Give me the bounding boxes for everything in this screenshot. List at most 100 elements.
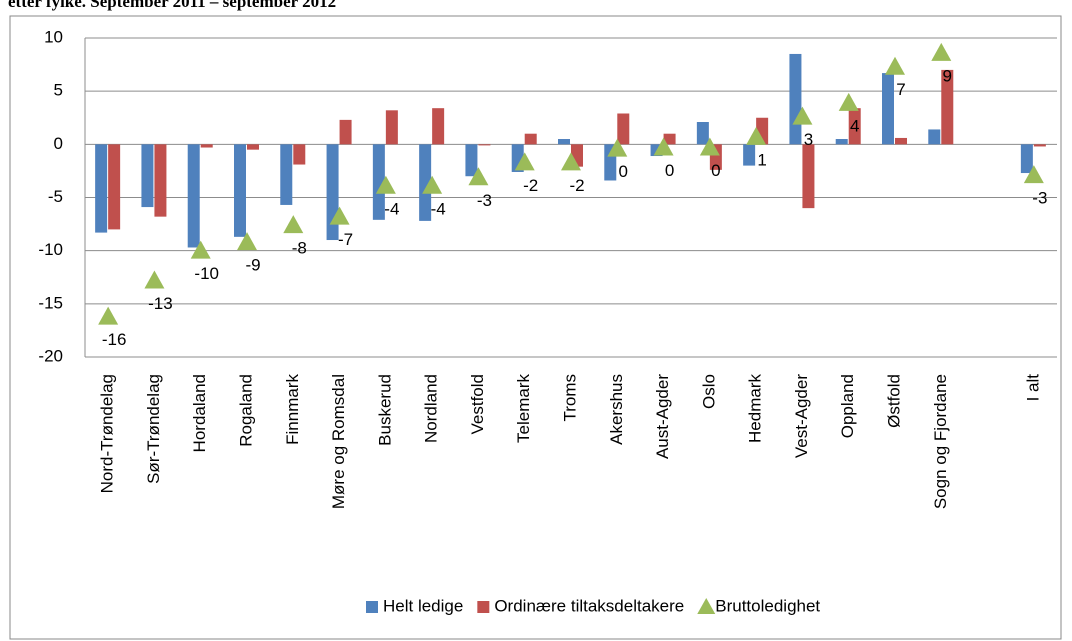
bar [882, 73, 894, 145]
data-label: -9 [245, 256, 260, 275]
data-label: 4 [850, 116, 859, 135]
legend-label: Bruttoledighet [715, 596, 820, 615]
bar [835, 139, 848, 145]
bar [108, 144, 121, 230]
data-label: -2 [523, 176, 538, 195]
bar [478, 144, 491, 146]
bar [465, 144, 478, 177]
data-label: 1 [757, 150, 766, 169]
data-label: 0 [711, 161, 720, 180]
data-label: -3 [1032, 189, 1047, 208]
y-tick-label: -15 [38, 293, 63, 312]
chart-frame [9, 15, 1062, 640]
bar [293, 144, 306, 165]
triangle-marker [1023, 165, 1044, 184]
legend-swatch [697, 598, 716, 614]
y-tick-label: 10 [44, 27, 63, 46]
triangle-marker [653, 137, 674, 156]
x-tick-label: I alt [1023, 374, 1042, 402]
bar [848, 108, 861, 145]
triangle-marker [561, 152, 581, 171]
data-label: -10 [194, 264, 219, 283]
data-label: 9 [943, 66, 952, 85]
bar [95, 144, 108, 233]
legend-label: Ordinære tiltaksdeltakere [494, 596, 684, 615]
legend-swatch [477, 601, 490, 613]
bar [280, 144, 293, 205]
bar [1020, 144, 1033, 174]
y-tick-label: -5 [48, 187, 63, 206]
bar [941, 69, 954, 145]
legend-swatch [366, 601, 378, 613]
triangle-marker [422, 175, 443, 194]
bar [789, 53, 802, 145]
x-tick-label: Telemark [514, 374, 533, 443]
x-tick-label: Hedmark [746, 374, 765, 443]
y-tick-label: 0 [54, 134, 63, 153]
bar [419, 144, 432, 221]
triangle-marker [144, 270, 165, 289]
data-label: 0 [619, 162, 628, 181]
triangle-marker [514, 152, 535, 171]
x-tick-label: Oppland [838, 374, 857, 438]
x-tick-label: Vestfold [468, 374, 487, 435]
bar [339, 119, 352, 145]
x-tick-label: Aust-Agder [653, 374, 672, 459]
bar [617, 113, 630, 145]
chart-title: etter fylke. September 2011 – september … [8, 0, 336, 11]
x-tick-label: Østfold [884, 374, 903, 428]
y-tick-label: 5 [54, 81, 63, 100]
triangle-marker [746, 126, 767, 145]
data-label: 3 [804, 130, 813, 149]
data-label: -2 [569, 176, 584, 195]
triangle-marker [237, 232, 257, 251]
data-label: -3 [477, 191, 492, 210]
bar [558, 139, 570, 145]
data-label: 0 [665, 161, 674, 180]
x-tick-label: Buskerud [375, 374, 394, 446]
data-label: -8 [292, 239, 307, 258]
bar [524, 133, 537, 145]
y-tick-label: -10 [38, 240, 63, 259]
x-tick-label: Sogn og Fjordane [931, 374, 950, 509]
x-tick-label: Sør-Trøndelag [144, 374, 163, 484]
bar [743, 144, 756, 166]
bar [1033, 144, 1046, 147]
triangle-marker [885, 56, 905, 75]
data-label: -16 [102, 330, 127, 349]
data-label: -4 [384, 199, 399, 218]
bar [200, 144, 213, 148]
bar [141, 144, 154, 208]
bar [802, 144, 815, 209]
triangle-marker [283, 215, 304, 234]
x-tick-label: Akershus [607, 374, 626, 445]
triangle-marker [699, 137, 720, 156]
bar [247, 144, 259, 150]
data-label: -7 [338, 230, 353, 249]
bar [663, 133, 676, 145]
bar [154, 144, 167, 217]
triangle-marker [98, 306, 119, 325]
bar [372, 144, 385, 220]
data-label: -13 [148, 294, 173, 313]
bar [696, 122, 709, 145]
triangle-marker [931, 42, 952, 61]
triangle-marker [607, 138, 628, 157]
y-tick-label: -20 [38, 346, 63, 365]
bar [187, 144, 200, 248]
x-tick-label: Hordaland [190, 374, 209, 452]
x-tick-label: Oslo [699, 374, 718, 409]
triangle-marker [329, 206, 350, 225]
x-tick-label: Finnmark [283, 374, 302, 445]
x-tick-label: Møre og Romsdal [329, 374, 348, 509]
bar [326, 144, 339, 241]
x-tick-label: Troms [560, 374, 579, 422]
data-label: -4 [431, 199, 446, 218]
x-tick-label: Rogaland [236, 374, 255, 447]
bar [895, 137, 907, 145]
triangle-marker [375, 175, 396, 194]
data-label: 7 [896, 80, 905, 99]
x-tick-label: Nord-Trøndelag [98, 374, 117, 493]
bar [928, 129, 941, 145]
